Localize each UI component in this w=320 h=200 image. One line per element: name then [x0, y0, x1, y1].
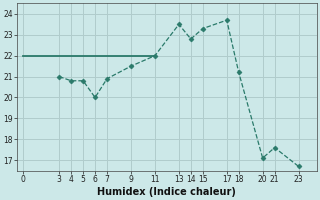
X-axis label: Humidex (Indice chaleur): Humidex (Indice chaleur): [98, 187, 236, 197]
